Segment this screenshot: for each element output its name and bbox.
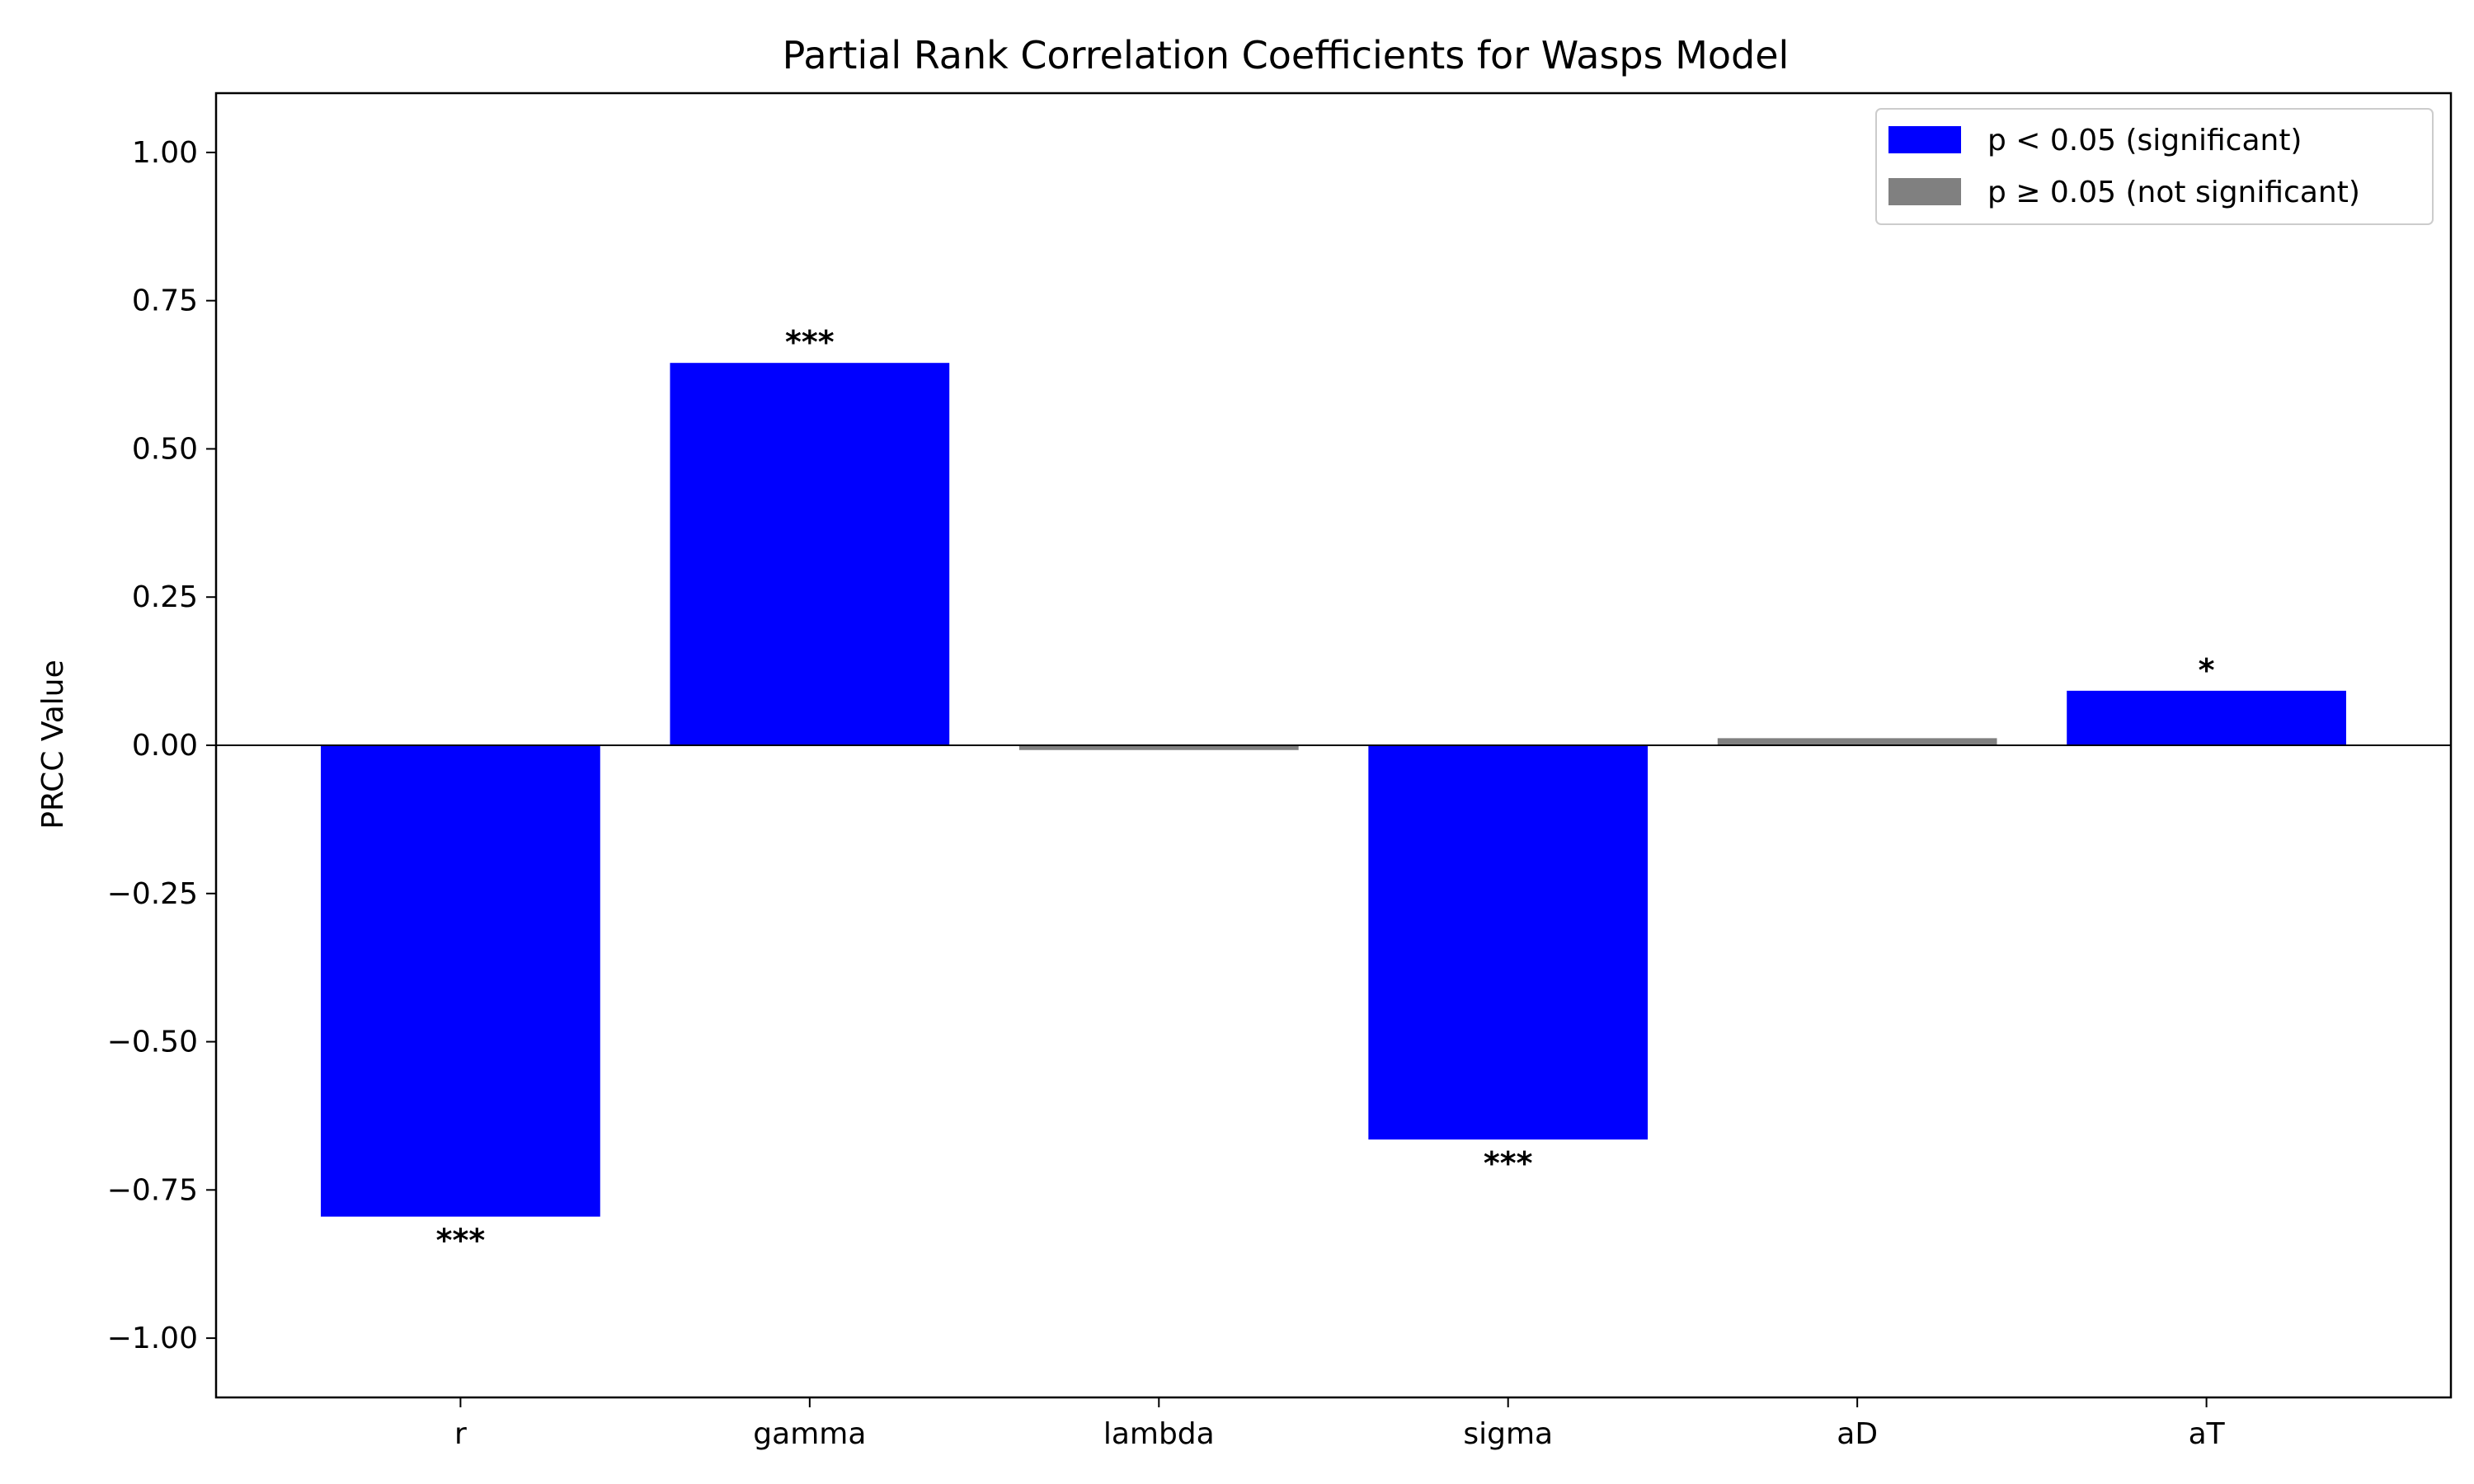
significance-label-sigma: *** [1484,1145,1533,1181]
legend-swatch-significant [1888,126,1961,153]
significance-label-gamma: *** [785,324,835,360]
x-tick-label-r: r [454,1417,467,1451]
y-tick-label: 1.00 [132,136,198,170]
legend-swatch-not-significant [1888,178,1961,205]
y-tick-label: 0.75 [132,284,198,318]
significance-label-aT: * [2199,652,2215,688]
x-tick-label-aT: aT [2189,1417,2226,1451]
x-axis: r gamma lambda sigma aD aT [454,1397,2226,1451]
x-tick-label-lambda: lambda [1103,1417,1215,1451]
legend-label-significant: p < 0.05 (significant) [1987,124,2302,157]
y-tick-label: −0.25 [107,877,198,911]
x-tick-label-sigma: sigma [1463,1417,1553,1451]
bar-gamma [670,363,950,745]
bar-r [321,745,600,1217]
y-tick-label: −0.50 [107,1026,198,1059]
chart-title: Partial Rank Correlation Coefficients fo… [783,33,1790,77]
bars-layer [321,363,2346,1217]
y-tick-label: 0.50 [132,432,198,466]
legend-label-not-significant: p ≥ 0.05 (not significant) [1987,176,2360,209]
x-tick-label-aD: aD [1837,1417,1878,1451]
bar-lambda [1018,745,1299,750]
significance-label-r: *** [436,1223,486,1259]
y-tick-label: 0.00 [132,729,198,763]
y-tick-label: 0.25 [132,580,198,614]
y-axis: 1.00 0.75 0.50 0.25 0.00 −0.25 −0.50 −0.75 −1.00 [107,136,216,1355]
bar-sigma [1368,745,1649,1140]
bar-aD [1717,738,1997,745]
bar-aT [2067,690,2346,745]
y-tick-label: −0.75 [107,1173,198,1207]
y-tick-label: −1.00 [107,1322,198,1355]
x-tick-label-gamma: gamma [753,1417,866,1451]
legend-box [1875,108,2434,225]
legend: p < 0.05 (significant) p ≥ 0.05 (not sig… [1875,108,2434,225]
plot-frame [214,92,2453,1399]
annotations-layer: ********** [436,324,2215,1258]
y-axis-title: PRCC Value [36,660,70,829]
